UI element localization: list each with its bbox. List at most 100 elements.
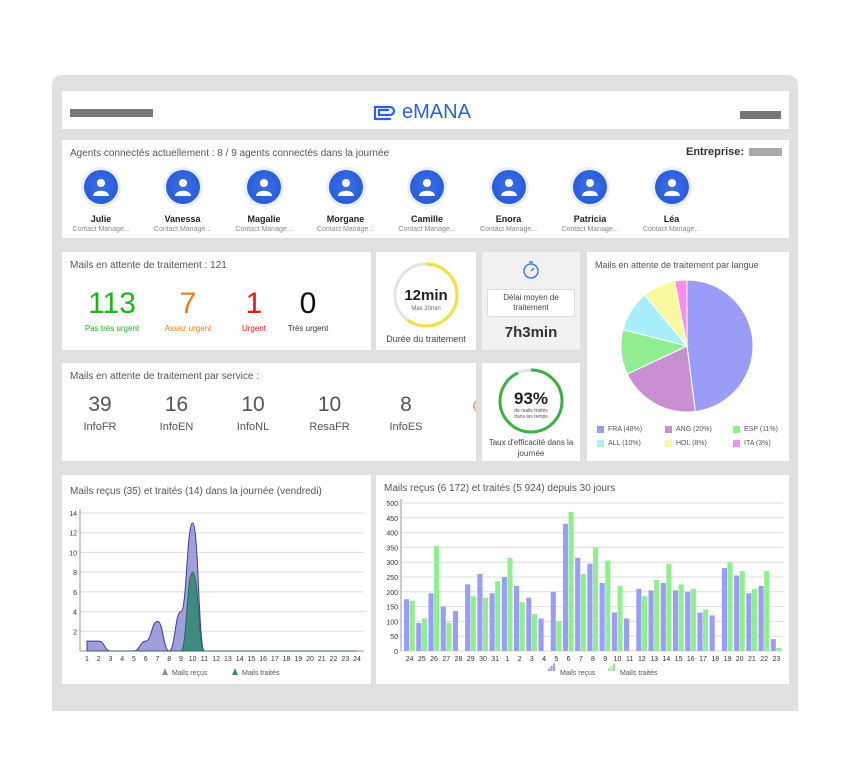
bar-received[interactable]: [489, 593, 495, 651]
bar-processed[interactable]: [739, 571, 745, 651]
agent-card[interactable]: Enora Contact Manage...: [474, 170, 544, 233]
bar-received[interactable]: [636, 588, 642, 651]
legend-item[interactable]: ALL (10%): [597, 440, 641, 447]
legend-label[interactable]: Mails reçus: [560, 670, 596, 677]
bar-received[interactable]: [514, 585, 520, 651]
bar-received[interactable]: [758, 585, 764, 651]
language-pie-chart[interactable]: [587, 272, 789, 432]
legend-item[interactable]: FRA (48%): [597, 426, 642, 433]
service-counter[interactable]: 10 ResaFR: [300, 393, 360, 433]
bar-received[interactable]: [709, 615, 715, 651]
bar-received[interactable]: [746, 593, 752, 651]
legend-label[interactable]: Mails traités: [242, 670, 280, 677]
duration-panel[interactable]: 12min Max 20min Durée du traitement: [376, 252, 476, 350]
bar-processed[interactable]: [409, 600, 415, 651]
bar-received[interactable]: [611, 612, 617, 651]
bar-received[interactable]: [404, 599, 410, 651]
bar-processed[interactable]: [556, 621, 562, 651]
bar-received[interactable]: [672, 590, 679, 651]
urgency-counter[interactable]: 0 Très urgent: [268, 288, 348, 334]
bar-processed[interactable]: [446, 622, 452, 651]
agent-card[interactable]: Patricia Contact Manage...: [555, 170, 625, 233]
bar-received[interactable]: [697, 612, 703, 651]
bar-processed[interactable]: [470, 596, 476, 651]
pie-slice-ita[interactable]: [674, 279, 688, 347]
bar-processed[interactable]: [495, 581, 501, 651]
bar-received[interactable]: [416, 622, 422, 651]
bar-received[interactable]: [575, 557, 581, 651]
agent-card[interactable]: Morgane Contact Manage...: [311, 170, 381, 233]
bar-processed[interactable]: [690, 588, 696, 651]
legend-item[interactable]: HOL (8%): [665, 440, 707, 447]
bar-processed[interactable]: [434, 545, 440, 651]
bar-received[interactable]: [599, 582, 605, 651]
app-logo[interactable]: eMANA: [372, 101, 471, 124]
bar-received[interactable]: [685, 591, 691, 651]
bar-processed[interactable]: [617, 585, 623, 651]
bar-received[interactable]: [477, 574, 483, 651]
bar-processed[interactable]: [482, 597, 489, 651]
delay-panel[interactable]: Délai moyen de traitement 7h3min: [482, 252, 580, 350]
bar-received[interactable]: [660, 582, 666, 651]
bar-received[interactable]: [465, 584, 471, 651]
bar-processed[interactable]: [507, 557, 513, 651]
agent-card[interactable]: Camille Contact Manage...: [392, 170, 462, 233]
efficiency-panel[interactable]: 93% de mails traités dans les temps Taux…: [482, 363, 580, 461]
bar-processed[interactable]: [764, 571, 770, 651]
bar-received[interactable]: [428, 593, 434, 651]
legend-label[interactable]: Mails traités: [620, 670, 658, 677]
bar-processed[interactable]: [751, 588, 758, 651]
service-counter[interactable]: 39 InfoFR: [70, 393, 130, 433]
bar-received[interactable]: [440, 606, 446, 651]
bar-processed[interactable]: [678, 584, 684, 651]
agent-card[interactable]: Léa Contact Manage...: [637, 170, 707, 233]
bar-received[interactable]: [501, 577, 507, 651]
bar-received[interactable]: [562, 523, 569, 651]
service-counter[interactable]: 10 InfoNL: [223, 393, 283, 433]
legend-item[interactable]: ESP (11%): [733, 426, 778, 433]
area-series-processed[interactable]: [86, 571, 357, 652]
bar-received[interactable]: [721, 568, 727, 651]
service-counter[interactable]: 8 InfoES: [376, 393, 436, 433]
bar-processed[interactable]: [641, 596, 648, 651]
bar-received[interactable]: [550, 591, 556, 651]
bar-processed[interactable]: [654, 579, 660, 651]
bar-received[interactable]: [624, 618, 630, 651]
y-tick-label: 150: [386, 605, 398, 612]
agent-card[interactable]: Magalie Contact Manage...: [229, 170, 299, 233]
bar-processed[interactable]: [568, 511, 574, 651]
service-counter[interactable]: 16 InfoEN: [147, 393, 207, 433]
bar-received[interactable]: [526, 597, 532, 651]
legend-item[interactable]: ITA (3%): [733, 440, 771, 447]
bar-processed[interactable]: [666, 563, 672, 651]
bar-processed[interactable]: [776, 648, 782, 651]
urgency-counter[interactable]: 1 Urgent: [214, 288, 294, 334]
bar-processed[interactable]: [703, 609, 709, 651]
bar-received[interactable]: [587, 563, 593, 651]
agent-card[interactable]: Julie Contact Manage...: [66, 170, 136, 233]
urgency-counter[interactable]: 7 Assez urgent: [148, 288, 228, 334]
legend-item[interactable]: ANG (20%): [665, 426, 712, 433]
service-counter[interactable]: Fic: [453, 393, 476, 413]
pie-slice-fra[interactable]: [686, 279, 754, 413]
bar-processed[interactable]: [593, 547, 599, 651]
bar-processed[interactable]: [519, 602, 525, 651]
bar-processed[interactable]: [727, 562, 733, 651]
agent-card[interactable]: Vanessa Contact Manage...: [148, 170, 218, 233]
bar-received[interactable]: [648, 590, 654, 651]
bar-processed[interactable]: [580, 574, 586, 651]
urgency-counter[interactable]: 113 Pas très urgent: [72, 288, 152, 334]
legend-label[interactable]: Mails reçus: [172, 670, 208, 677]
bar-received[interactable]: [770, 639, 776, 651]
bar-processed[interactable]: [605, 560, 611, 651]
pie-slice-ang[interactable]: [626, 345, 696, 413]
bar-received[interactable]: [734, 575, 740, 651]
bar-received[interactable]: [538, 618, 544, 651]
agent-role: Contact Manage...: [479, 226, 538, 233]
bar-processed[interactable]: [421, 618, 427, 651]
bar-processed[interactable]: [531, 614, 537, 651]
bar-received[interactable]: [452, 611, 459, 651]
efficiency-sub: de mails traités dans les temps: [514, 408, 548, 420]
